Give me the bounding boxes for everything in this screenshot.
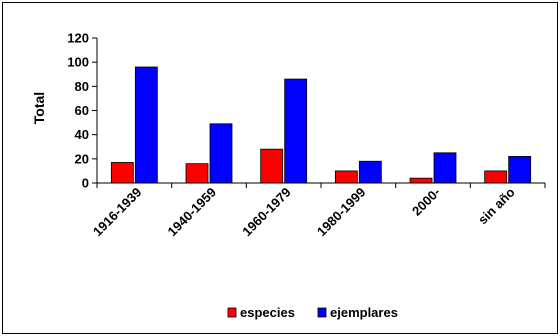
- y-tick-label: 40: [75, 127, 89, 142]
- y-axis-ticks: 0 20 40 60 80 100 120: [67, 31, 97, 191]
- x-tick-label: 1916-1939: [90, 185, 145, 240]
- bar-ejemplares: [134, 66, 158, 184]
- legend: especies ejemplares: [227, 305, 398, 320]
- y-axis-label: Total: [31, 92, 47, 124]
- x-tick-label: sin año: [475, 184, 518, 227]
- bar-ejemplares: [209, 123, 233, 184]
- bar-especies: [484, 170, 508, 184]
- y-tick-label: 20: [75, 151, 89, 166]
- y-tick-label: 0: [82, 176, 89, 191]
- bar-ejemplares: [358, 160, 382, 184]
- x-tick-label: 2000-: [409, 185, 443, 219]
- bar-ejemplares: [284, 78, 308, 184]
- x-tick-label: 1980-1999: [314, 185, 369, 240]
- legend-swatch-ejemplares: [317, 307, 327, 318]
- x-tick-label: 1960-1979: [239, 185, 294, 240]
- bar-especies: [334, 170, 358, 184]
- bars: [110, 66, 532, 184]
- y-tick-label: 120: [67, 31, 89, 46]
- y-tick-label: 80: [75, 79, 89, 94]
- bar-especies: [185, 163, 209, 184]
- y-tick-label: 60: [75, 103, 89, 118]
- x-tick-label: 1940-1959: [165, 185, 220, 240]
- legend-swatch-especies: [227, 307, 237, 318]
- bar-especies: [409, 177, 433, 184]
- y-tick-label: 100: [67, 55, 89, 70]
- legend-label-especies: especies: [240, 305, 295, 320]
- bar-especies: [260, 148, 284, 184]
- x-axis-ticks: 1916-1939 1940-1959 1960-1979 1980-1999 2000…: [90, 183, 546, 240]
- axes: [96, 38, 545, 184]
- legend-label-ejemplares: ejemplares: [330, 305, 398, 320]
- bar-ejemplares: [433, 152, 457, 184]
- bar-ejemplares: [508, 156, 532, 184]
- bar-especies: [110, 162, 134, 184]
